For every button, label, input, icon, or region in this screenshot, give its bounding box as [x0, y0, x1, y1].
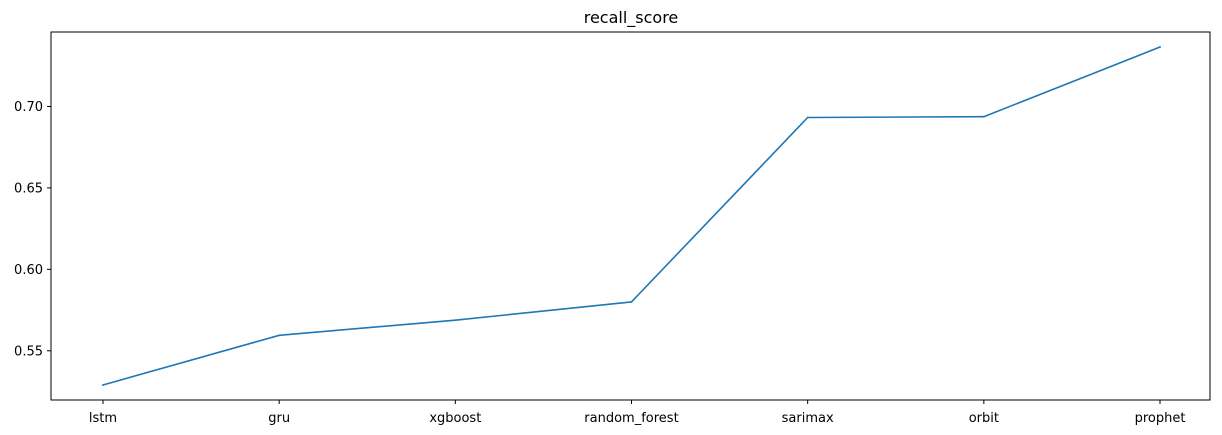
- y-tick-label: 0.70: [14, 100, 43, 115]
- y-tick-label: 0.55: [14, 344, 43, 359]
- data-point: [102, 384, 104, 386]
- y-tick-label: 0.60: [14, 263, 43, 278]
- data-point: [630, 301, 633, 303]
- y-axis: 0.55 0.60 0.65 0.70: [14, 100, 51, 359]
- x-tick-label: orbit: [969, 411, 999, 426]
- x-tick-label: random_forest: [584, 411, 678, 426]
- axes-frame: [50, 31, 1211, 401]
- y-tick-label: 0.65: [14, 181, 43, 196]
- data-point: [806, 116, 809, 119]
- data-point: [982, 115, 985, 118]
- data-point: [278, 334, 281, 337]
- x-tick-label: lstm: [89, 411, 117, 426]
- x-tick-label: gru: [268, 411, 290, 426]
- x-tick-label: xgboost: [429, 411, 481, 426]
- x-tick-label: sarimax: [782, 411, 834, 426]
- data-point: [454, 319, 457, 322]
- x-tick-label: prophet: [1135, 411, 1186, 426]
- x-axis: lstm gru xgboost random_forest sarimax orbit p…: [89, 400, 1186, 426]
- plot-area: [102, 46, 1161, 386]
- data-point: [1159, 46, 1161, 48]
- chart-title: recall_score: [584, 8, 679, 28]
- series-line: [102, 46, 1161, 386]
